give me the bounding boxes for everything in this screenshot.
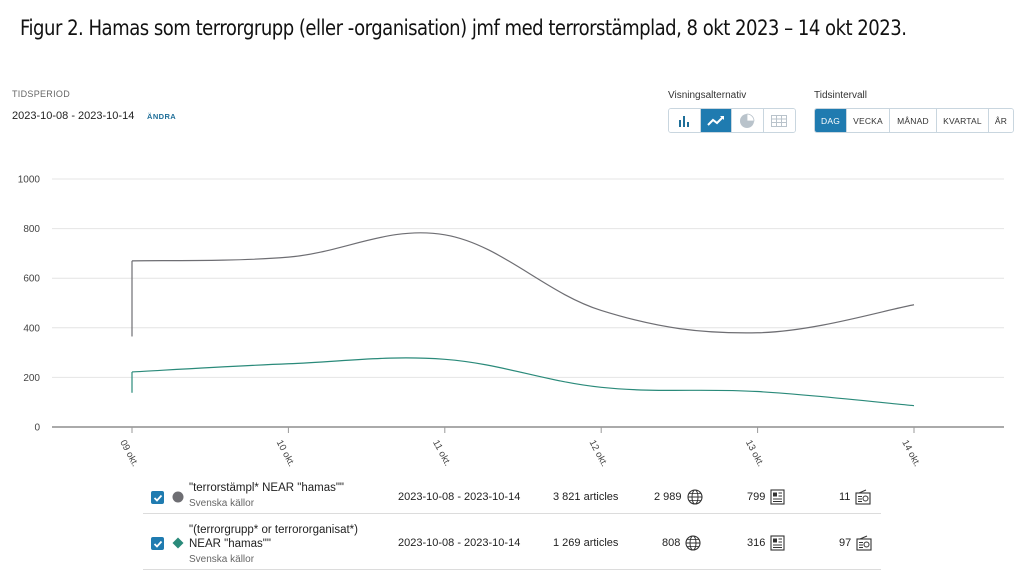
series-row-1: "terrorstämpl* NEAR "hamas"" Svenska käl… bbox=[143, 482, 881, 514]
table-icon bbox=[771, 114, 788, 127]
series-2-source: Svenska källor bbox=[189, 554, 255, 565]
series-2-period: 2023-10-08 - 2023-10-14 bbox=[398, 537, 521, 549]
y-tick-label: 600 bbox=[23, 274, 40, 285]
series-1-articles: 3 821 articles bbox=[553, 491, 619, 503]
y-tick-label: 800 bbox=[23, 224, 40, 235]
x-tick-label: 09 okt. bbox=[117, 438, 140, 468]
series-2-articles: 1 269 articles bbox=[553, 537, 619, 549]
series-1-name: "terrorstämpl* NEAR "hamas"" bbox=[189, 482, 345, 494]
series-1-checkbox[interactable] bbox=[151, 491, 164, 504]
y-tick-label: 200 bbox=[23, 373, 40, 384]
series-2-checkbox[interactable] bbox=[151, 537, 164, 550]
y-tick-label: 400 bbox=[23, 323, 40, 334]
newspaper-icon bbox=[770, 489, 785, 505]
series-2 bbox=[131, 357, 915, 407]
view-options-group bbox=[668, 108, 796, 133]
series-row-2: "(terrorgrupp* or terrororganisat*) NEAR… bbox=[143, 514, 881, 570]
series-1-period: 2023-10-08 - 2023-10-14 bbox=[398, 491, 521, 503]
x-tick-label: 14 okt. bbox=[899, 438, 922, 468]
newspaper-icon bbox=[770, 535, 785, 551]
y-tick-label: 0 bbox=[34, 423, 40, 434]
bar-chart-view-button[interactable] bbox=[669, 109, 701, 132]
interval-label: Tidsintervall bbox=[814, 90, 867, 101]
interval-quarter-button[interactable]: KVARTAL bbox=[937, 109, 989, 132]
line-chart: 0 200 400 600 800 1000 09 okt. 10 okt. 11 okt. 1… bbox=[18, 175, 1004, 469]
pie-chart-icon bbox=[740, 113, 755, 128]
series-1-broadcast-count: 11 bbox=[839, 489, 871, 505]
interval-group: DAG VECKA MÅNAD KVARTAL ÅR bbox=[814, 108, 1014, 133]
x-tick-label: 13 okt. bbox=[743, 438, 766, 468]
line-chart-icon bbox=[707, 115, 724, 126]
view-options-label: Visningsalternativ bbox=[668, 90, 747, 101]
x-tick-label: 10 okt. bbox=[274, 438, 297, 468]
interval-year-button[interactable]: ÅR bbox=[989, 109, 1013, 132]
series-2-broadcast-count: 97 bbox=[839, 535, 872, 551]
series-2-line bbox=[131, 357, 915, 407]
period-value: 2023-10-08 - 2023-10-14 bbox=[12, 110, 135, 122]
y-tick-label: 1000 bbox=[18, 175, 41, 186]
series-1-print-count: 799 bbox=[747, 489, 785, 505]
check-icon bbox=[153, 540, 162, 548]
radio-icon bbox=[855, 489, 871, 505]
x-tick-label: 12 okt. bbox=[587, 438, 610, 468]
series-1-source: Svenska källor bbox=[189, 498, 255, 509]
globe-icon bbox=[685, 535, 701, 551]
interval-week-button[interactable]: VECKA bbox=[847, 109, 890, 132]
globe-icon bbox=[686, 489, 703, 505]
circle-marker-icon bbox=[172, 491, 184, 503]
series-1-web-count: 2 989 bbox=[654, 489, 703, 505]
radio-icon bbox=[856, 535, 872, 551]
interval-day-button[interactable]: DAG bbox=[815, 109, 847, 132]
period-label: TIDSPERIOD bbox=[12, 89, 71, 99]
pie-chart-view-button[interactable] bbox=[732, 109, 764, 132]
series-2-name-line-2: NEAR "hamas"" bbox=[189, 538, 271, 550]
figure-title: Figur 2. Hamas som terrorgrupp (eller -o… bbox=[20, 16, 907, 40]
table-view-button[interactable] bbox=[763, 109, 795, 132]
change-period-link[interactable]: ÄNDRA bbox=[147, 112, 177, 121]
line-chart-view-button[interactable] bbox=[700, 109, 732, 132]
interval-month-button[interactable]: MÅNAD bbox=[890, 109, 937, 132]
series-2-print-count: 316 bbox=[747, 535, 785, 551]
series-2-name-line-1: "(terrorgrupp* or terrororganisat*) bbox=[189, 524, 358, 536]
x-tick-label: 11 okt. bbox=[430, 438, 453, 468]
bar-chart-icon bbox=[679, 115, 690, 127]
series-summary-table: "terrorstämpl* NEAR "hamas"" Svenska käl… bbox=[143, 482, 881, 570]
series-2-web-count: 808 bbox=[662, 535, 701, 551]
series-1 bbox=[131, 232, 915, 337]
series-1-line bbox=[131, 232, 915, 334]
check-icon bbox=[153, 494, 162, 502]
diamond-marker-icon bbox=[172, 537, 184, 549]
